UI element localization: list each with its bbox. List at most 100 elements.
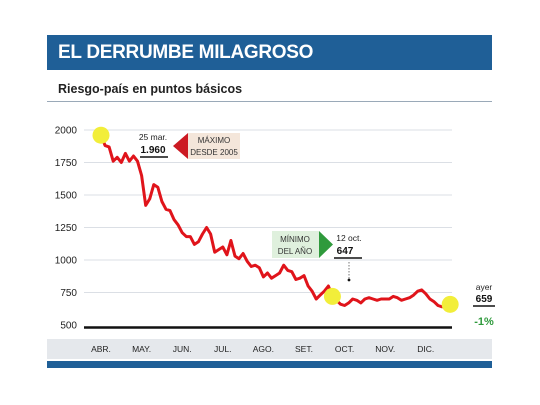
- x-tick-3: JUL.: [214, 344, 231, 354]
- data-point-52: [311, 290, 314, 293]
- data-point-42: [270, 277, 273, 280]
- data-point-18: [173, 218, 175, 221]
- oct-highlight: [323, 287, 341, 305]
- x-tick-8: DIC.: [417, 344, 434, 354]
- last-highlight: [441, 295, 459, 313]
- data-point-9: [136, 160, 139, 163]
- data-point-62: [351, 298, 354, 300]
- data-point-36: [246, 260, 249, 263]
- data-point-60: [343, 304, 346, 307]
- data-point-68: [376, 299, 378, 302]
- subtitle-divider: [47, 101, 492, 102]
- data-point-47: [290, 270, 293, 273]
- min-leader-dot: [347, 278, 351, 282]
- data-point-10: [140, 174, 143, 177]
- data-point-50: [303, 274, 305, 277]
- data-point-11: [144, 204, 147, 207]
- data-point-33: [234, 255, 236, 257]
- data-point-56: [327, 285, 330, 287]
- data-point-77: [412, 294, 415, 296]
- latest-label: ayer: [476, 282, 493, 292]
- max-date: 25 mar.: [139, 132, 167, 142]
- max-arrow: [173, 133, 188, 159]
- data-point-83: [437, 304, 439, 307]
- data-point-43: [274, 274, 277, 277]
- data-point-75: [404, 298, 407, 300]
- data-point-38: [254, 264, 257, 267]
- max-label-line2: DESDE 2005: [190, 148, 238, 157]
- data-point-53: [315, 298, 318, 300]
- data-point-71: [388, 298, 391, 300]
- data-point-3: [112, 160, 115, 163]
- data-point-78: [416, 290, 419, 293]
- data-point-46: [286, 269, 289, 272]
- data-point-32: [230, 239, 232, 242]
- x-tick-5: SET.: [295, 344, 313, 354]
- y-tick-labels: 500 750 1000 1250 1500 1750 2000: [55, 126, 78, 332]
- x-axis-band: [47, 339, 492, 359]
- data-point-76: [408, 296, 411, 299]
- data-point-23: [193, 243, 196, 246]
- data-point-15: [161, 200, 163, 203]
- x-tick-0: ABR.: [91, 344, 111, 354]
- x-tick-4: AGO.: [253, 344, 274, 354]
- data-point-28: [213, 251, 216, 254]
- x-tick-6: OCT.: [335, 344, 354, 354]
- latest-value: 659: [476, 294, 493, 305]
- min-label-line2: DEL AÑO: [278, 247, 312, 256]
- data-point-39: [258, 266, 261, 269]
- data-point-16: [165, 208, 167, 211]
- data-point-19: [177, 224, 180, 226]
- y-tick-2000: 2000: [55, 126, 78, 137]
- data-point-81: [428, 298, 431, 300]
- y-tick-1250: 1250: [55, 223, 78, 234]
- data-point-80: [424, 292, 427, 295]
- min-label-box: [272, 231, 319, 258]
- data-point-51: [307, 285, 309, 287]
- x-tick-2: JUN.: [173, 344, 192, 354]
- data-point-66: [368, 296, 370, 299]
- data-point-27: [209, 233, 212, 235]
- min-value: 647: [337, 246, 354, 257]
- data-point-7: [128, 160, 131, 163]
- data-point-4: [116, 156, 119, 159]
- x-tick-labels: ABR. MAY. JUN. JUL. AGO. SET. OCT. NOV. DIC.: [91, 344, 434, 354]
- data-point-34: [238, 257, 240, 260]
- data-point-31: [225, 253, 228, 256]
- y-tick-1750: 1750: [55, 158, 78, 169]
- data-point-35: [242, 252, 245, 255]
- grid-lines: [84, 129, 452, 293]
- max-label-box: [188, 133, 240, 159]
- data-point-29: [217, 248, 220, 251]
- data-point-21: [185, 235, 188, 238]
- data-point-82: [433, 300, 435, 303]
- max-label-line1: MÁXIMO: [198, 136, 230, 145]
- data-point-49: [299, 277, 301, 280]
- bottom-bar: [47, 361, 492, 368]
- data-point-41: [266, 272, 269, 274]
- max-highlight: [92, 126, 110, 144]
- x-tick-1: MAY.: [132, 344, 151, 354]
- data-point-12: [148, 198, 151, 200]
- max-value: 1.960: [140, 145, 165, 156]
- data-point-1: [104, 144, 106, 147]
- data-point-14: [156, 186, 159, 189]
- y-tick-1500: 1500: [55, 191, 78, 202]
- data-point-22: [189, 235, 192, 238]
- data-point-48: [294, 278, 297, 281]
- data-point-54: [319, 294, 322, 296]
- series-line: [99, 134, 451, 309]
- data-point-59: [339, 303, 342, 306]
- data-point-2: [108, 146, 111, 148]
- title-bar: EL DERRUMBE MILAGROSO: [47, 35, 492, 70]
- data-point-40: [262, 276, 265, 278]
- min-label-line1: MÍNIMO: [280, 235, 310, 244]
- data-point-73: [396, 296, 399, 299]
- min-annotation: MÍNIMO DEL AÑO 12 oct. 647: [272, 231, 362, 282]
- data-point-17: [169, 209, 171, 212]
- x-tick-7: NOV.: [375, 344, 395, 354]
- data-point-25: [201, 233, 204, 235]
- data-point-79: [420, 289, 423, 291]
- data-point-13: [152, 183, 155, 186]
